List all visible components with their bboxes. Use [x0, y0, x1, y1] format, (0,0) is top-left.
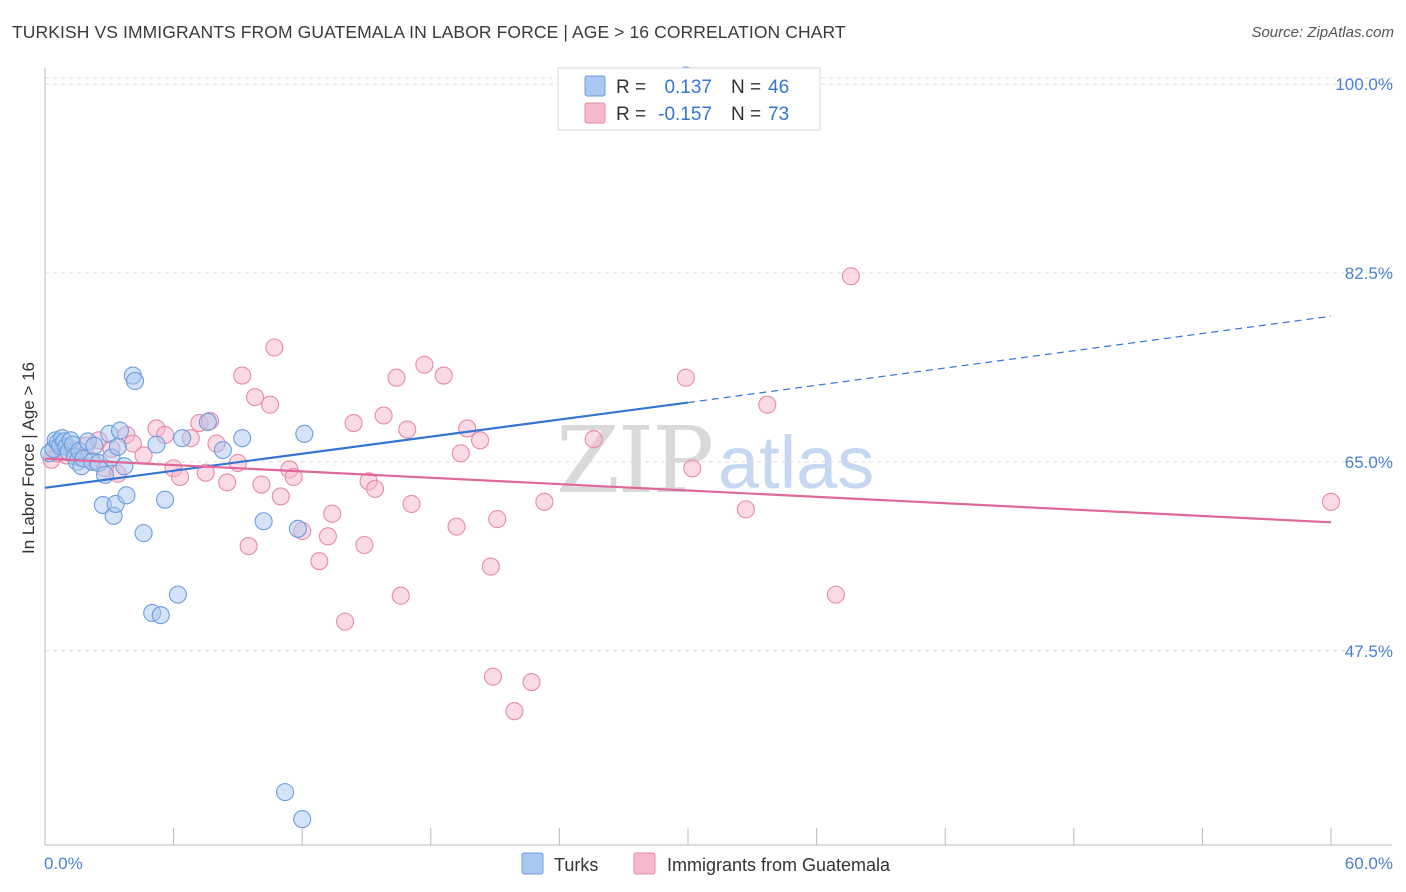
- guatemala-point: [170, 467, 190, 487]
- guatemala-point: [488, 510, 507, 529]
- guatemala-point: [366, 479, 385, 498]
- stats-legend-r-label: R =: [616, 77, 646, 98]
- guatemala-point: [535, 492, 554, 511]
- chart-title: TURKISH VS IMMIGRANTS FROM GUATEMALA IN …: [12, 22, 846, 42]
- turks-point: [295, 424, 314, 443]
- guatemala-point: [398, 420, 417, 439]
- guatemala-point: [310, 552, 329, 571]
- turks-point: [168, 585, 187, 604]
- guatemala-point: [505, 702, 524, 721]
- guatemala-point: [196, 463, 215, 482]
- guatemala-trend-line: [44, 457, 1332, 524]
- guatemala-point: [458, 419, 477, 438]
- guatemala-point: [391, 586, 410, 605]
- turks-point: [288, 519, 307, 538]
- guatemala-point: [447, 517, 466, 536]
- legend-swatch-guatemala: [633, 852, 656, 875]
- guatemala-point: [336, 612, 355, 631]
- turks-point: [254, 512, 273, 531]
- guatemala-point: [758, 395, 777, 414]
- trend-lines: [44, 315, 1332, 524]
- turks-point: [151, 606, 170, 625]
- guatemala-point: [471, 431, 490, 450]
- stats-legend-r-label: R =: [616, 104, 646, 125]
- guatemala-point: [323, 504, 342, 523]
- turks-point: [155, 490, 175, 509]
- data-points: [40, 66, 1341, 829]
- turks-point: [147, 435, 166, 454]
- guatemala-point: [239, 537, 258, 556]
- guatemala-point: [245, 388, 265, 407]
- legend-label-guatemala: Immigrants from Guatemala: [667, 855, 891, 875]
- turks-point: [233, 429, 252, 448]
- guatemala-point: [387, 368, 406, 387]
- guatemala-point: [284, 467, 303, 487]
- watermark: ZIP atlas: [556, 407, 874, 514]
- turks-trend-line: [44, 401, 689, 489]
- watermark-zip: ZIP: [556, 407, 712, 514]
- guatemala-point: [483, 667, 503, 686]
- watermark-atlas: atlas: [718, 421, 874, 504]
- turks-point: [85, 436, 104, 455]
- guatemala-point: [415, 355, 434, 374]
- guatemala-point: [218, 473, 237, 492]
- gridlines: [45, 77, 1392, 652]
- guatemala-point: [1321, 492, 1341, 511]
- legend-label-turks: Turks: [554, 855, 598, 875]
- guatemala-point: [676, 368, 695, 387]
- tick-labels: 47.5% 65.0% 82.5% 100.0% 0.0% 60.0%: [44, 75, 1393, 873]
- x-tick-label: 0.0%: [44, 854, 83, 873]
- guatemala-point: [233, 366, 252, 385]
- turks-point: [117, 486, 136, 505]
- guatemala-point: [826, 585, 845, 604]
- turks-trend-extension: [687, 315, 1332, 404]
- stats-legend-swatch-turks: [584, 75, 606, 97]
- stats-legend-n-value: 73: [768, 104, 789, 125]
- turks-point: [125, 371, 145, 391]
- turks-point: [213, 440, 232, 460]
- stats-legend-n-label: N =: [731, 77, 761, 98]
- guatemala-point: [260, 395, 280, 414]
- stats-legend-r-value: 0.137: [664, 77, 712, 98]
- y-tick-label: 82.5%: [1345, 264, 1393, 283]
- guatemala-point: [271, 487, 290, 506]
- turks-point: [110, 421, 130, 440]
- turks-point: [198, 412, 217, 432]
- guatemala-point: [522, 672, 541, 692]
- guatemala-point: [841, 267, 860, 286]
- series-legend: Turks Immigrants from Guatemala: [521, 852, 891, 875]
- guatemala-point: [481, 557, 500, 576]
- guatemala-point: [434, 366, 453, 385]
- guatemala-point: [344, 413, 363, 433]
- stats-legend-n-label: N =: [731, 104, 761, 125]
- turks-point: [115, 457, 134, 476]
- guatemala-point: [683, 459, 702, 478]
- y-tick-label: 47.5%: [1345, 642, 1393, 661]
- x-tick-label: 60.0%: [1345, 854, 1393, 873]
- guatemala-point: [374, 406, 393, 425]
- y-tick-label: 65.0%: [1345, 453, 1393, 472]
- guatemala-point: [265, 338, 284, 357]
- turks-point: [276, 783, 295, 802]
- guatemala-point: [584, 430, 603, 449]
- stats-legend-r-value: -0.157: [658, 104, 712, 125]
- stats-legend-n-value: 46: [768, 77, 789, 98]
- guatemala-point: [736, 500, 755, 519]
- turks-point: [173, 429, 192, 448]
- guatemala-point: [451, 444, 470, 463]
- chart-source: Source: ZipAtlas.com: [1251, 24, 1394, 41]
- guatemala-point: [252, 475, 271, 494]
- y-axis-label: In Labor Force | Age > 16: [19, 362, 38, 554]
- guatemala-point: [355, 535, 374, 555]
- stats-legend-swatch-guatemala: [584, 102, 606, 124]
- y-tick-label: 100.0%: [1335, 75, 1393, 94]
- guatemala-point: [318, 527, 337, 546]
- legend-swatch-turks: [521, 852, 544, 875]
- turks-point: [293, 810, 312, 829]
- turks-point: [108, 437, 127, 456]
- stats-legend: R = 0.137 N = 46 R = -0.157 N = 73: [557, 67, 821, 131]
- guatemala-point: [402, 494, 421, 514]
- turks-point: [134, 524, 153, 543]
